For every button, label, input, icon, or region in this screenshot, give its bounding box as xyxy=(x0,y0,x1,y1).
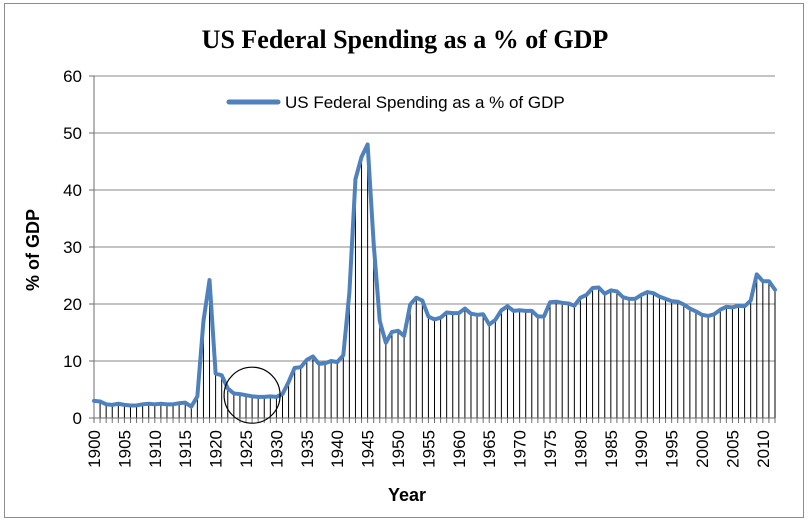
x-tick-label: 1965 xyxy=(480,430,499,468)
y-tick-label: 50 xyxy=(63,124,82,143)
series-line xyxy=(92,142,777,409)
x-tick-label: 1955 xyxy=(419,430,438,468)
y-tick-label: 40 xyxy=(63,181,82,200)
x-tick-label: 1945 xyxy=(359,430,378,468)
y-tick-labels: 0 10 20 30 40 50 60 xyxy=(63,67,82,428)
y-tick-label: 0 xyxy=(73,409,82,428)
axes xyxy=(89,75,776,423)
x-tick-label: 1975 xyxy=(541,430,560,468)
x-tick-labels: 1900 1905 1910 1915 1920 1925 1930 1935 1940 1945… xyxy=(85,430,773,468)
drop-lines xyxy=(93,144,776,418)
annotation-circle xyxy=(223,366,281,424)
x-tick-label: 1970 xyxy=(511,430,530,468)
x-tick-label: 1930 xyxy=(267,430,286,468)
x-tick-label: 2005 xyxy=(723,430,742,468)
y-tick-label: 20 xyxy=(63,295,82,314)
x-tick-label: 1935 xyxy=(298,430,317,468)
x-tick-label: 1905 xyxy=(115,430,134,468)
y-tick-label: 10 xyxy=(63,352,82,371)
x-axis-title: Year xyxy=(388,485,426,505)
y-tick-label: 30 xyxy=(63,238,82,257)
x-tick-label: 1915 xyxy=(176,430,195,468)
x-tick-label: 1960 xyxy=(450,430,469,468)
y-axis-title: % of GDP xyxy=(23,209,43,291)
chart: US Federal Spending as a % of GDP 0 10 20 3… xyxy=(23,25,777,505)
x-tick-label: 1925 xyxy=(237,430,256,468)
x-tick-label: 1920 xyxy=(207,430,226,468)
series-layer xyxy=(92,142,777,409)
x-tick-label: 1900 xyxy=(85,430,104,468)
chart-title: US Federal Spending as a % of GDP xyxy=(202,25,609,54)
x-tick-label: 1980 xyxy=(571,430,590,468)
y-tick-label: 60 xyxy=(63,67,82,86)
x-tick-label: 1990 xyxy=(632,430,651,468)
legend-label: US Federal Spending as a % of GDP xyxy=(285,93,565,112)
x-tick-label: 1910 xyxy=(146,430,165,468)
legend: US Federal Spending as a % of GDP xyxy=(226,93,565,112)
chart-frame: US Federal Spending as a % of GDP 0 10 20 3… xyxy=(4,3,804,518)
x-tick-label: 1950 xyxy=(389,430,408,468)
x-tick-label: 2010 xyxy=(754,430,773,468)
x-tick-label: 1985 xyxy=(602,430,621,468)
x-tick-label: 1940 xyxy=(328,430,347,468)
annotation-layer xyxy=(223,366,281,424)
x-tick-label: 2000 xyxy=(693,430,712,468)
x-tick-label: 1995 xyxy=(663,430,682,468)
